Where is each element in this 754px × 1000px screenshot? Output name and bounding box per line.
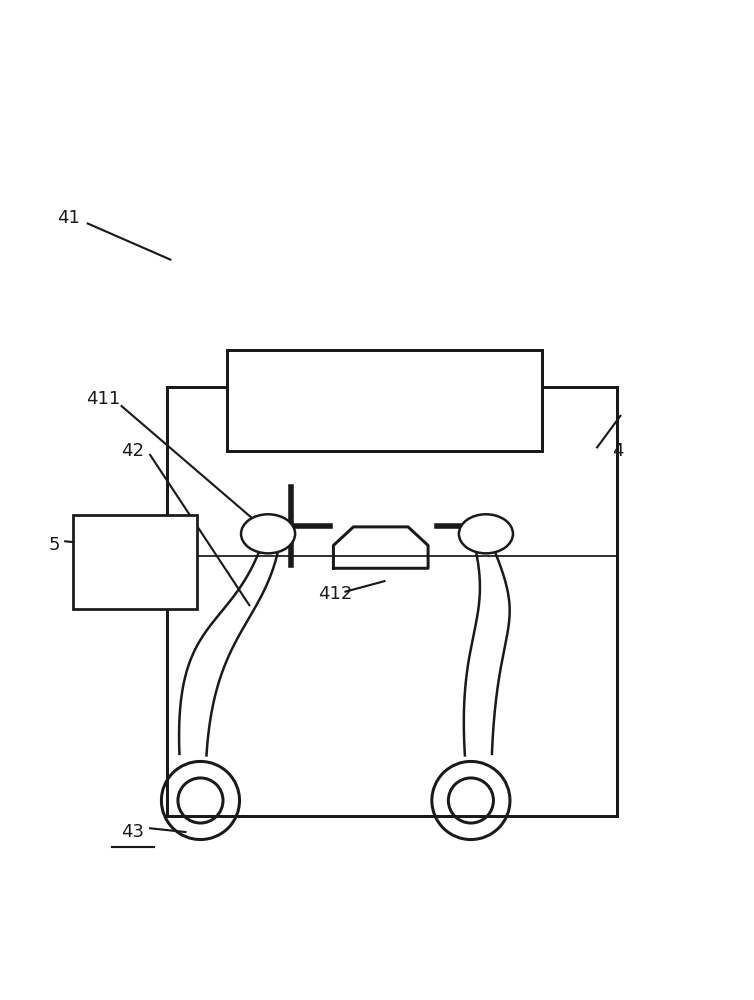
Text: 412: 412 [318,585,353,603]
FancyBboxPatch shape [227,350,542,451]
Text: 4: 4 [611,442,623,460]
Ellipse shape [459,514,513,553]
Text: 5: 5 [48,536,60,554]
Text: 42: 42 [121,442,144,460]
Text: 41: 41 [57,209,81,227]
FancyBboxPatch shape [167,387,618,816]
Text: 411: 411 [86,390,120,408]
Text: 43: 43 [121,823,144,841]
Ellipse shape [241,514,295,553]
FancyBboxPatch shape [72,515,197,609]
